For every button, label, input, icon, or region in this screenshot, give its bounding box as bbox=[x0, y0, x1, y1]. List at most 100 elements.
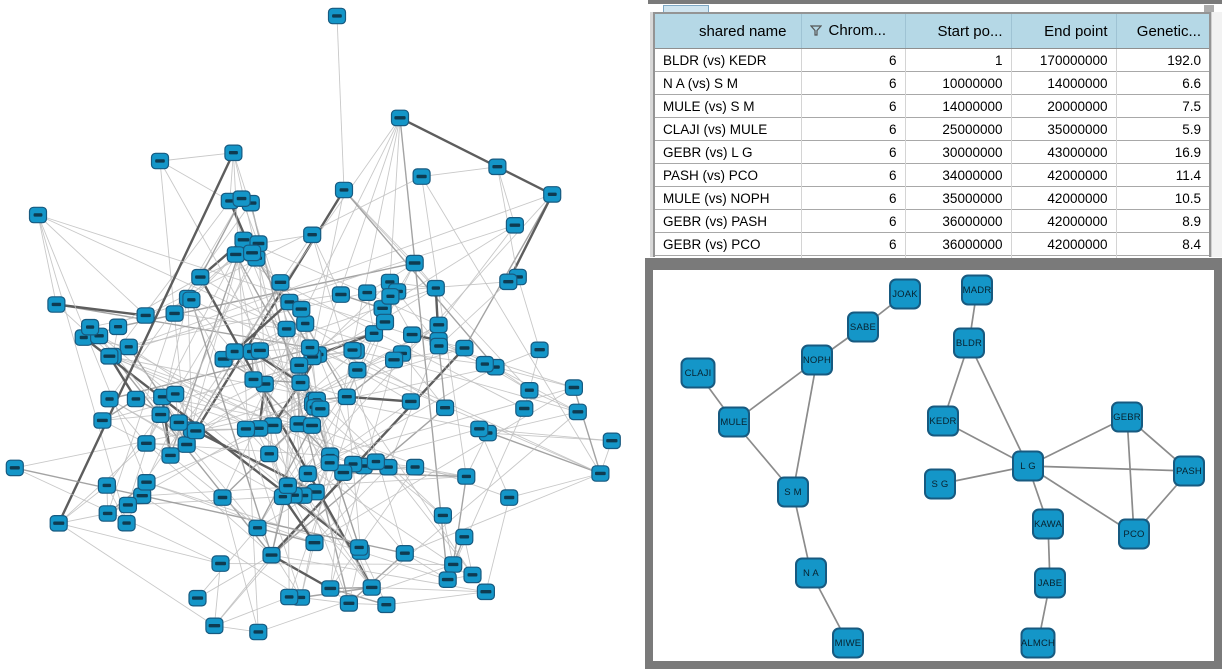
table-row[interactable]: BLDR (vs) KEDR 6 1 170000000 192.0 bbox=[655, 48, 1209, 72]
network-node[interactable] bbox=[244, 371, 263, 388]
network-edge[interactable] bbox=[282, 309, 302, 497]
network-edge[interactable] bbox=[487, 411, 578, 434]
network-edge[interactable] bbox=[37, 214, 57, 305]
cell-value[interactable]: 36000000 bbox=[904, 209, 1011, 233]
network-node[interactable] bbox=[334, 181, 354, 199]
network-edge[interactable] bbox=[438, 225, 516, 326]
network-edge[interactable] bbox=[222, 497, 259, 633]
network-node[interactable] bbox=[377, 596, 396, 614]
network-edge[interactable] bbox=[146, 481, 315, 544]
network-node[interactable] bbox=[169, 414, 188, 431]
network-node[interactable] bbox=[350, 539, 369, 556]
network-node[interactable] bbox=[271, 274, 290, 291]
mini-node-n-a[interactable]: N A bbox=[795, 557, 827, 589]
network-node[interactable] bbox=[5, 459, 24, 477]
mini-node-mule[interactable]: MULE bbox=[718, 406, 750, 438]
cell-value[interactable]: 6 bbox=[800, 71, 905, 95]
network-edge[interactable] bbox=[330, 587, 387, 606]
network-node[interactable] bbox=[119, 338, 138, 356]
network-edge[interactable] bbox=[438, 281, 509, 347]
cell-value[interactable]: 30000000 bbox=[904, 140, 1011, 164]
network-edge[interactable] bbox=[257, 527, 315, 544]
network-node[interactable] bbox=[137, 474, 156, 491]
cell-value[interactable]: 42000000 bbox=[1010, 163, 1116, 187]
table-row[interactable]: CLAJI (vs) MULE 6 25000000 35000000 5.9 bbox=[655, 117, 1209, 141]
mini-network-edge[interactable] bbox=[968, 342, 1029, 467]
network-edge[interactable] bbox=[452, 476, 467, 565]
mini-node-noph[interactable]: NOPH bbox=[801, 344, 833, 376]
main-network-canvas[interactable] bbox=[0, 0, 645, 669]
network-edge[interactable] bbox=[146, 481, 448, 581]
network-node[interactable] bbox=[463, 566, 482, 584]
network-node[interactable] bbox=[182, 291, 201, 309]
network-edge[interactable] bbox=[187, 298, 193, 430]
network-edge[interactable] bbox=[214, 554, 272, 627]
network-edge[interactable] bbox=[243, 239, 439, 326]
table-row[interactable]: GEBR (vs) PASH 6 36000000 42000000 8.9 bbox=[655, 209, 1209, 233]
cell-value[interactable]: 6.6 bbox=[1115, 71, 1209, 95]
mini-node-miwe[interactable]: MIWE bbox=[832, 627, 864, 659]
network-edge[interactable] bbox=[438, 346, 446, 408]
network-node[interactable] bbox=[250, 342, 269, 359]
network-node[interactable] bbox=[151, 406, 170, 423]
cell-value[interactable]: 34000000 bbox=[904, 163, 1011, 187]
network-edge[interactable] bbox=[14, 467, 221, 565]
network-edge[interactable] bbox=[257, 527, 302, 598]
network-edge[interactable] bbox=[159, 160, 231, 202]
network-edge[interactable] bbox=[170, 455, 223, 498]
mini-node-l-g[interactable]: L G bbox=[1012, 450, 1044, 482]
cell-value[interactable]: 6 bbox=[800, 232, 905, 256]
network-node[interactable] bbox=[126, 390, 146, 408]
network-edge[interactable] bbox=[56, 303, 311, 349]
network-edge[interactable] bbox=[410, 334, 413, 402]
cell-value[interactable]: 42000000 bbox=[1010, 186, 1116, 210]
network-node[interactable] bbox=[429, 316, 448, 334]
network-edge[interactable] bbox=[109, 355, 377, 463]
cell-value[interactable]: 25000000 bbox=[904, 117, 1011, 141]
network-edge[interactable] bbox=[37, 214, 146, 316]
mini-network-canvas[interactable]: JOAK SABE NOPH CLAJI MULE S M N A MIWE MADR BLDR K… bbox=[653, 270, 1214, 661]
network-edge[interactable] bbox=[37, 214, 147, 483]
network-edge[interactable] bbox=[102, 414, 161, 421]
network-edge[interactable] bbox=[300, 542, 315, 598]
network-edge[interactable] bbox=[186, 239, 244, 445]
main-network-panel[interactable] bbox=[0, 0, 645, 669]
network-node[interactable] bbox=[412, 168, 431, 185]
network-node[interactable] bbox=[249, 623, 268, 641]
cell-value[interactable]: 10.5 bbox=[1115, 186, 1209, 210]
network-edge[interactable] bbox=[37, 214, 128, 524]
network-edge[interactable] bbox=[191, 347, 465, 431]
network-node[interactable] bbox=[211, 555, 230, 572]
network-edge[interactable] bbox=[348, 551, 362, 604]
network-node[interactable] bbox=[296, 315, 315, 332]
network-edge[interactable] bbox=[14, 467, 405, 554]
network-node[interactable] bbox=[136, 307, 155, 324]
column-header-end-point[interactable]: End point bbox=[1010, 14, 1116, 49]
mini-node-sabe[interactable]: SABE bbox=[847, 311, 879, 343]
network-node[interactable] bbox=[298, 465, 317, 482]
network-edge[interactable] bbox=[107, 313, 176, 514]
network-edge[interactable] bbox=[517, 276, 541, 350]
network-node[interactable] bbox=[213, 489, 232, 506]
network-edge[interactable] bbox=[89, 326, 361, 552]
cell-value[interactable]: 11.4 bbox=[1115, 163, 1209, 187]
mini-node-s-m[interactable]: S M bbox=[777, 476, 809, 508]
network-node[interactable] bbox=[100, 348, 119, 365]
network-edge[interactable] bbox=[220, 563, 454, 565]
network-node[interactable] bbox=[321, 580, 340, 597]
network-node[interactable] bbox=[97, 477, 117, 494]
network-node[interactable] bbox=[475, 355, 494, 373]
network-node[interactable] bbox=[28, 206, 48, 224]
network-edge[interactable] bbox=[270, 347, 466, 557]
network-node[interactable] bbox=[260, 445, 279, 463]
network-node[interactable] bbox=[476, 583, 495, 601]
filter-icon[interactable] bbox=[809, 23, 822, 40]
cell-value[interactable]: 42000000 bbox=[1010, 232, 1116, 256]
network-edge[interactable] bbox=[245, 428, 302, 598]
network-node[interactable] bbox=[153, 388, 172, 406]
network-edge[interactable] bbox=[329, 387, 575, 457]
column-header-start-po---[interactable]: Start po... bbox=[904, 14, 1011, 49]
network-node[interactable] bbox=[205, 617, 224, 635]
cell-value[interactable]: 42000000 bbox=[1010, 209, 1116, 233]
network-node[interactable] bbox=[381, 288, 400, 305]
